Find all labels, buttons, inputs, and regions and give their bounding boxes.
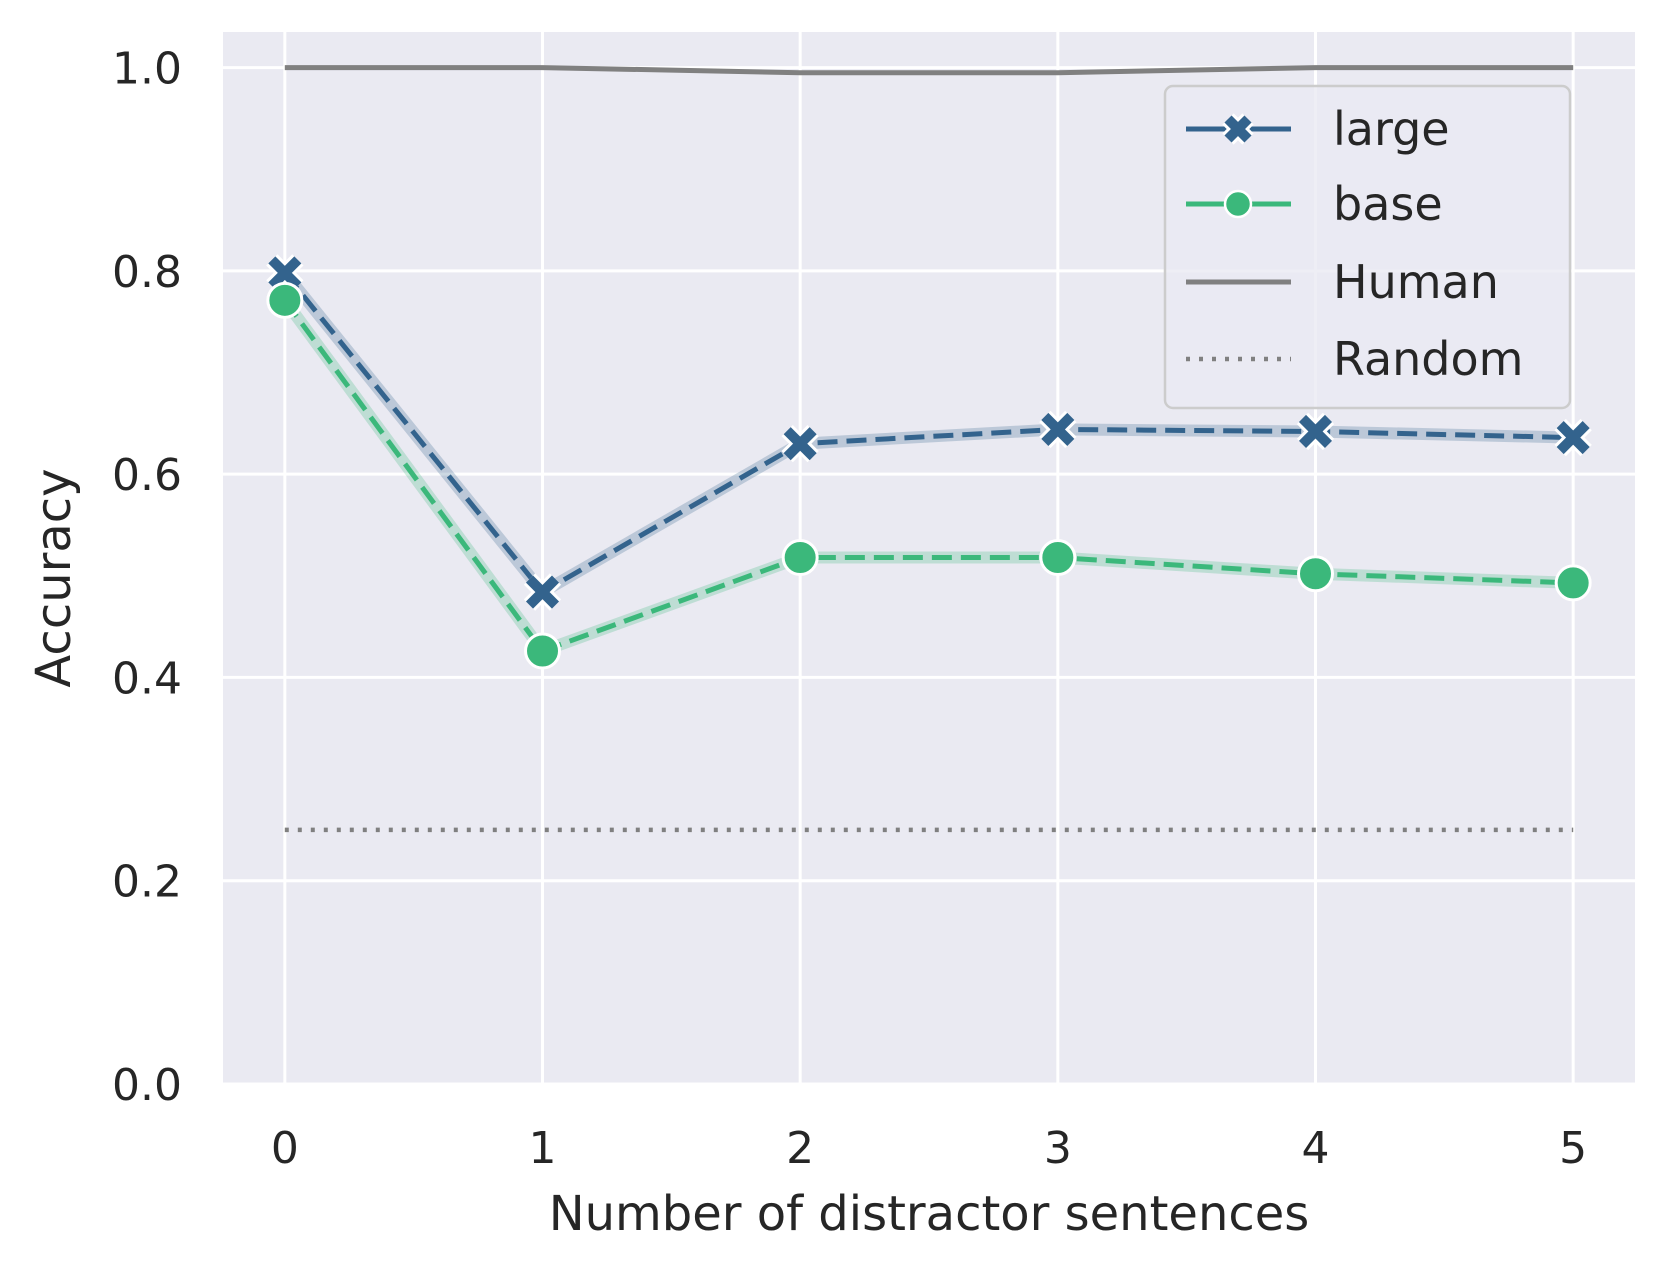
y-tick-label: 0.0 (112, 1060, 182, 1111)
y-tick-label: 0.6 (112, 450, 182, 501)
legend-marker (1223, 189, 1253, 219)
x-marker (1039, 410, 1077, 449)
data-point (781, 538, 819, 576)
x-tick-label: 1 (529, 1123, 557, 1174)
legend-label: Human (1333, 255, 1499, 309)
series-line (284, 65, 1574, 76)
y-tick-labels: 0.0 0.2 0.4 0.6 0.8 1.0 (112, 44, 182, 1111)
legend: large base Human Random (1163, 84, 1572, 410)
x-tick-label: 4 (1301, 1123, 1329, 1174)
series-layer (266, 65, 1592, 833)
y-axis-label: Accuracy (26, 468, 82, 687)
series-human (284, 65, 1574, 76)
legend-item-large: large (1186, 102, 1450, 156)
legend-item-human: Human (1186, 255, 1499, 309)
legend-item-random: Random (1186, 332, 1523, 386)
legend-frame (1163, 84, 1572, 410)
x-marker (781, 424, 819, 463)
legend-item-base: base (1186, 177, 1443, 231)
x-marker (1296, 412, 1335, 451)
data-point (1039, 538, 1077, 576)
series-line (282, 271, 1574, 595)
x-tick-label: 5 (1559, 1123, 1587, 1174)
data-point (524, 632, 562, 670)
x-marker (266, 254, 304, 292)
x-tick-labels: 0 1 2 3 4 5 (271, 1123, 1587, 1174)
x-marker (1554, 418, 1592, 457)
data-point (266, 281, 304, 319)
x-marker (523, 573, 562, 611)
legend-label: base (1333, 177, 1443, 231)
y-tick-label: 0.4 (112, 653, 182, 704)
data-point (1296, 555, 1334, 593)
x-marker (1222, 113, 1254, 145)
y-tick-label: 0.2 (112, 857, 182, 908)
y-tick-label: 1.0 (112, 44, 182, 95)
x-tick-label: 3 (1044, 1123, 1072, 1174)
legend-label: large (1333, 102, 1450, 156)
series-base (266, 281, 1592, 670)
series-large (266, 254, 1592, 611)
legend-label: Random (1333, 332, 1523, 386)
series-line (282, 298, 1574, 654)
y-tick-label: 0.8 (112, 247, 182, 298)
x-axis-label: Number of distractor sentences (549, 1186, 1310, 1242)
data-point (1554, 564, 1592, 602)
x-tick-label: 2 (786, 1123, 814, 1174)
x-tick-label: 0 (271, 1123, 299, 1174)
